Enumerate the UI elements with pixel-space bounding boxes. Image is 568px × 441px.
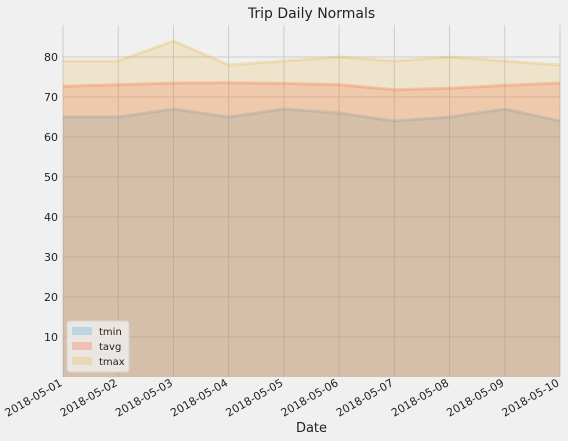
y-tick-label: 70 bbox=[44, 91, 58, 104]
x-axis-label: Date bbox=[296, 421, 327, 436]
y-tick-label: 60 bbox=[44, 131, 58, 144]
y-tick-label: 50 bbox=[44, 171, 58, 184]
x-tick-label: 2018-05-10 bbox=[500, 376, 562, 419]
x-tick-label: 2018-05-09 bbox=[444, 376, 506, 419]
area-tmax bbox=[63, 41, 560, 377]
legend-label-tavg: tavg bbox=[99, 342, 121, 353]
y-tick-label: 40 bbox=[44, 211, 58, 224]
x-tick-label: 2018-05-02 bbox=[58, 376, 120, 419]
area-tavg bbox=[63, 82, 560, 377]
y-tick-label: 10 bbox=[44, 331, 58, 344]
area-tmin bbox=[63, 109, 560, 377]
y-axis-ticks: 10 20 30 40 50 60 70 80 bbox=[44, 51, 58, 344]
legend: tmin tavg tmax bbox=[66, 320, 130, 373]
x-tick-label: 2018-05-03 bbox=[113, 376, 175, 419]
plot-background bbox=[63, 25, 560, 377]
area-series bbox=[62, 39, 561, 377]
y-tick-label: 30 bbox=[44, 251, 58, 264]
x-tick-label: 2018-05-08 bbox=[389, 376, 451, 419]
x-tick-label: 2018-05-01 bbox=[3, 376, 65, 419]
legend-label-tmax: tmax bbox=[99, 357, 125, 368]
legend-swatch-tmin bbox=[72, 327, 92, 335]
line-tavg bbox=[62, 81, 561, 92]
legend-label-tmin: tmin bbox=[99, 327, 122, 338]
legend-swatch-tmax bbox=[72, 357, 92, 365]
y-tick-label: 80 bbox=[44, 51, 58, 64]
x-tick-label: 2018-05-06 bbox=[279, 376, 341, 419]
legend-box bbox=[66, 320, 130, 373]
x-tick-label: 2018-05-04 bbox=[168, 376, 230, 419]
line-tmax bbox=[63, 39, 561, 67]
legend-swatch-tavg bbox=[72, 342, 92, 350]
grid bbox=[62, 25, 561, 377]
x-tick-label: 2018-05-07 bbox=[334, 376, 396, 419]
y-tick-label: 20 bbox=[44, 291, 58, 304]
chart-title: Trip Daily Normals bbox=[247, 6, 375, 22]
line-tmin bbox=[63, 107, 561, 123]
x-axis-ticks: 2018-05-012018-05-022018-05-032018-05-04… bbox=[3, 376, 562, 419]
x-tick-label: 2018-05-05 bbox=[224, 376, 286, 419]
